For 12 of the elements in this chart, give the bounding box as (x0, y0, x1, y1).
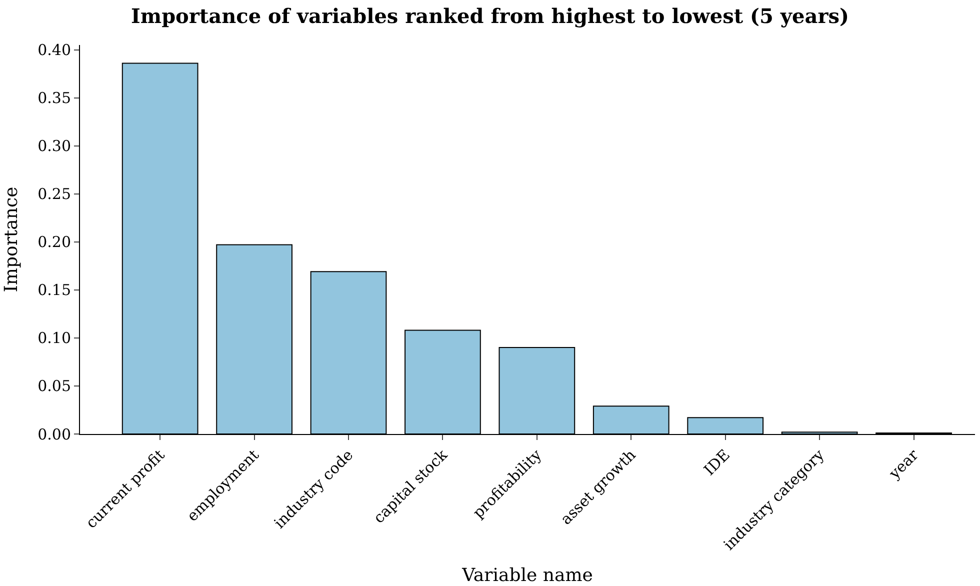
chart-title: Importance of variables ranked from highest to lowest (5 years) (131, 4, 849, 28)
y-tick-label: 0.00 (38, 425, 71, 444)
y-axis-title: Importance (0, 186, 22, 292)
y-tick-label: 0.35 (38, 89, 71, 108)
y-tick-label: 0.15 (38, 281, 71, 300)
y-tick-label: 0.30 (38, 137, 71, 156)
y-tick-label: 0.25 (38, 185, 71, 204)
x-axis-title: Variable name (461, 564, 593, 586)
y-tick-label: 0.20 (38, 233, 71, 252)
y-tick-label: 0.10 (38, 329, 71, 348)
y-tick-label: 0.40 (38, 41, 71, 60)
y-tick-label: 0.05 (38, 377, 71, 396)
